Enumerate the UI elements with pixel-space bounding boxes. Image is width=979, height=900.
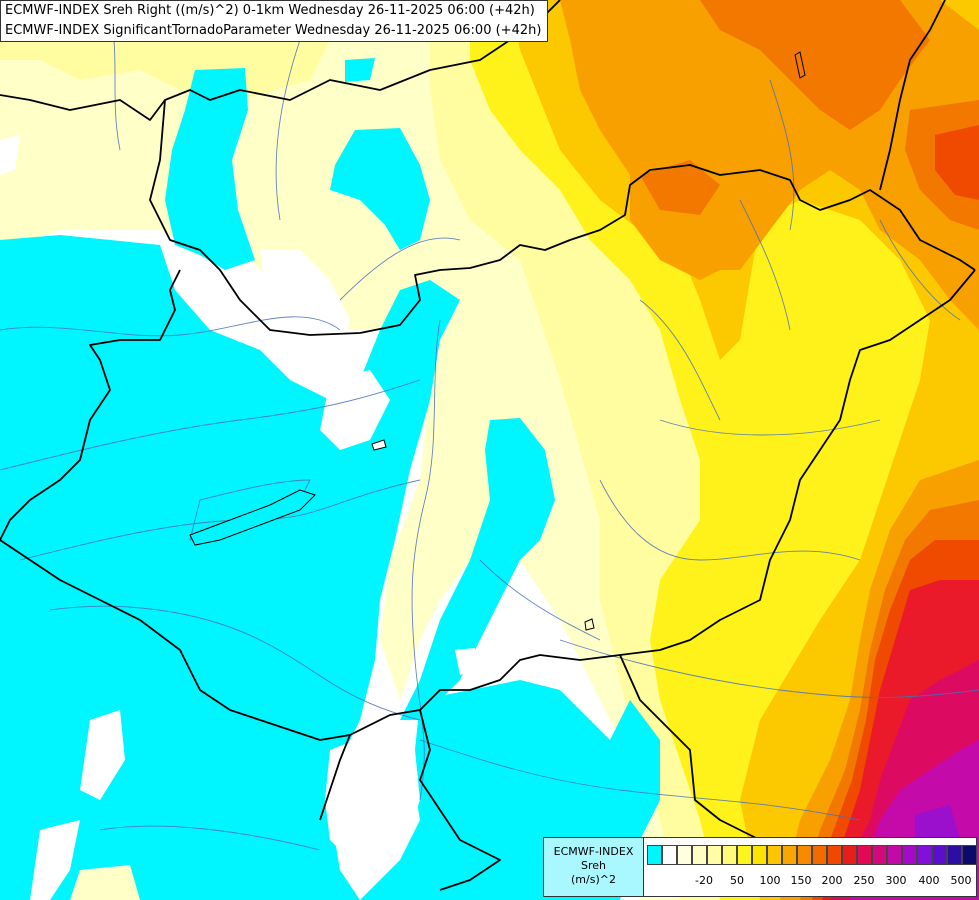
lake-small-1 [371,439,387,451]
legend-swatch [887,845,902,865]
legend-tick-label: 200 [821,874,843,887]
legend-tick-label: 150 [790,874,812,887]
header-title-line1: ECMWF-INDEX Sreh Right ((m/s)^2) 0-1km W… [5,3,535,18]
legend-swatch [692,845,707,865]
field-cyan-north-3 [345,58,375,82]
field-cyan-north-2 [330,128,430,250]
legend-swatch [902,845,917,865]
legend-swatch [767,845,782,865]
legend-swatch [857,845,872,865]
field-cyan-north-1 [165,68,255,270]
color-legend: ECMWF-INDEX Sreh (m/s)^2 -20 50 100 150 200 2… [543,837,977,897]
field-dark-orange-ne [700,0,930,130]
legend-swatch [662,845,677,865]
legend-swatch [737,845,752,865]
header-title-line2: ECMWF-INDEX SignificantTornadoParameter … [5,23,542,38]
legend-swatch [827,845,842,865]
legend-tick-label: 400 [918,874,940,887]
legend-title-line2: Sreh [580,859,606,872]
legend-tick-label: -20 [695,874,713,887]
legend-swatch [647,845,662,865]
legend-tick-label: 100 [759,874,781,887]
field-white-pocket-6 [30,820,80,900]
field-white-pocket-3 [325,730,420,870]
legend-swatch [932,845,947,865]
field-dark-orange-center [640,160,720,215]
field-white-pocket-4 [80,710,125,800]
legend-swatch [782,845,797,865]
legend-tick-label: 50 [730,874,744,887]
lake-small-2 [794,51,806,79]
legend-tick-label: 250 [853,874,875,887]
field-white-pocket-5 [455,648,478,675]
legend-tick-label: 300 [885,874,907,887]
legend-title: ECMWF-INDEX Sreh (m/s)^2 [544,838,644,896]
legend-swatch [722,845,737,865]
field-red-orange-e [935,125,979,200]
lake-small-3 [584,618,595,631]
field-pale-yellow-sw [70,865,140,900]
field-cyan-center [400,418,555,720]
legend-swatch [752,845,767,865]
map-header: ECMWF-INDEX Sreh Right ((m/s)^2) 0-1km W… [0,0,548,42]
legend-title-line1: ECMWF-INDEX [553,845,634,858]
legend-swatch [872,845,887,865]
legend-swatch [797,845,812,865]
legend-title-line3: (m/s)^2 [571,873,616,886]
field-white-pocket-1 [260,250,350,380]
legend-swatch [812,845,827,865]
field-white-pocket-7 [0,135,20,175]
legend-swatch [842,845,857,865]
legend-swatch [947,845,962,865]
field-white-pocket-2 [320,370,390,450]
legend-ticks: -2050100150200250300400500700 [644,874,978,890]
legend-swatch [707,845,722,865]
lake-balaton [189,489,316,546]
legend-swatch [962,845,977,865]
legend-swatch [917,845,932,865]
legend-swatch [677,845,692,865]
legend-tick-label: 500 [950,874,972,887]
legend-swatches [647,845,977,865]
